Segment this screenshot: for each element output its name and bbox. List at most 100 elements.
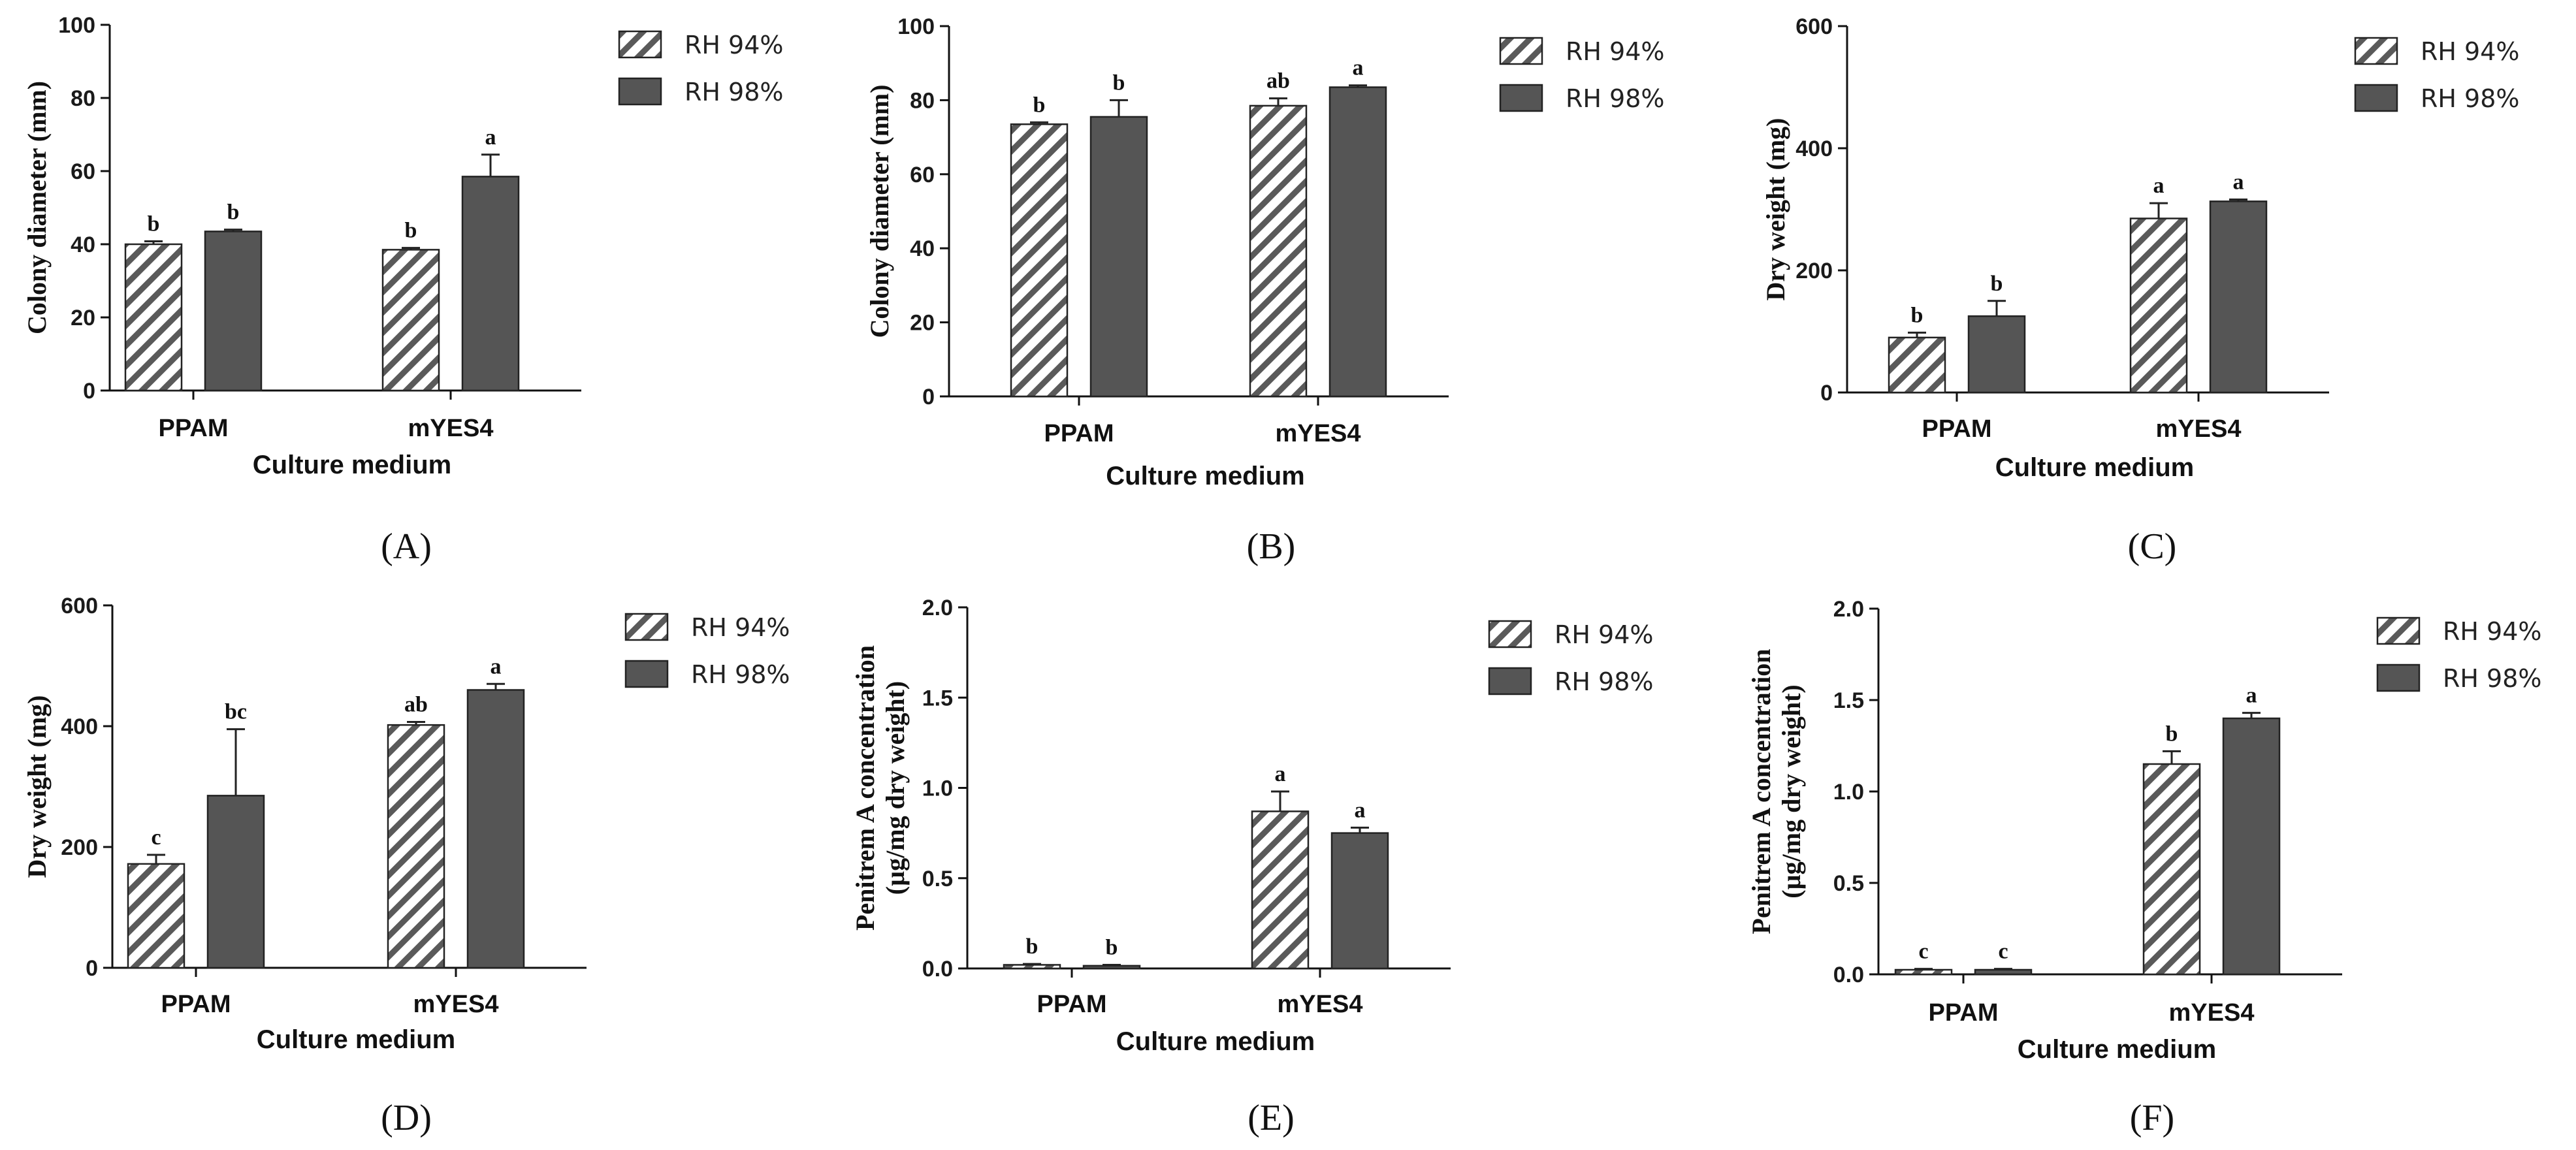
y-tick-label: 200 [61,835,98,860]
significance-letter: a [2233,170,2244,195]
y-tick-label: 100 [897,14,935,39]
y-axis-label: Penitrem A concentration(µg/mg dry weigh… [850,645,910,931]
bar-rh94 [2142,763,2201,976]
significance-letter: b [1113,71,1125,95]
significance-letter: a [1355,798,1366,822]
legend: RH 94% RH 98% [2354,37,2520,113]
y-tick-label: 0 [83,379,95,404]
category-label: mYES4 [2169,999,2255,1027]
y-axis-label: Dry weight (mg) [1761,118,1790,301]
panel-label: (D) [381,1098,432,1138]
legend-swatch-rh94 [618,30,662,59]
y-tick-label: 60 [71,159,95,184]
y-tick-label: 0.5 [922,867,953,891]
y-tick-label: 2.0 [922,596,953,620]
bar-rh94 [387,724,445,969]
y-axis-label: Penitrem A concentration(µg/mg dry weigh… [1747,649,1806,934]
y-tick-label: 0 [86,956,98,981]
legend-swatch-rh98 [1488,667,1532,695]
y-tick-label: 1.0 [922,776,953,801]
category-label: PPAM [1037,991,1107,1018]
significance-letter: a [1275,762,1286,786]
bar-rh98 [1089,116,1148,398]
panel-label: (B) [1247,526,1296,567]
panel-label: (C) [2128,526,2177,567]
y-axis-label-line: Penitrem A concentration [850,645,880,931]
significance-letter: b [1106,935,1118,959]
chart-panel-f: 0.0 0.5 1.0 1.5 2.0 PPAM mYES4 Culture medium Pe… [1747,597,2542,1138]
significance-letter: a [2153,174,2165,198]
significance-letter: b [1026,934,1038,959]
y-axis-label-line: Dry weight (mg) [1761,118,1790,301]
y-tick-label: 40 [71,232,95,257]
y-tick-label: 400 [1795,136,1833,161]
x-axis-label: Culture medium [1995,453,2194,482]
y-tick-label: 20 [910,311,935,336]
legend-label: RH 94% [691,613,790,642]
legend-label: RH 94% [684,31,784,59]
y-tick-label: 0 [922,385,935,409]
legend-swatch-rh94 [624,613,669,641]
bar-rh98 [466,689,525,969]
y-axis-label-line: Penitrem A concentration [1747,649,1776,934]
bar-rh94 [1251,810,1310,970]
y-tick-label: 0.5 [1833,871,1864,896]
y-tick-label: 600 [1795,14,1833,39]
y-tick-label: 2.0 [1833,597,1864,622]
y-tick-label: 80 [71,86,95,111]
y-axis-label: Dry weight (mg) [22,695,52,878]
panel-label: (E) [1248,1098,1295,1138]
significance-letter: b [2166,722,2178,746]
y-axis-label: Colony diameter (mm) [865,84,894,338]
chart-panel-a: 0 20 40 60 80 100 PPAM mYES4 Culture medium Colon… [22,13,784,567]
legend-swatch-rh94 [2354,37,2398,65]
y-tick-label: 0 [1820,381,1833,406]
y-tick-label: 100 [58,13,95,38]
y-tick-label: 20 [71,306,95,330]
legend-label: RH 94% [2443,617,2542,646]
y-tick-label: 60 [910,163,935,187]
significance-letter: b [148,212,160,236]
legend: RH 94% RH 98% [2376,616,2542,693]
y-axis-label-line: (µg/mg dry weight) [880,681,910,895]
bar-rh98 [1967,315,2026,394]
bar-rh94 [2129,217,2188,394]
y-tick-label: 1.0 [1833,780,1864,805]
legend-swatch-rh94 [1488,620,1532,648]
legend-label: RH 94% [1554,620,1654,649]
legend-label: RH 94% [1566,37,1665,66]
y-tick-label: 1.5 [1833,688,1864,713]
y-tick-label: 200 [1795,259,1833,283]
bar-rh98 [1330,832,1389,970]
bar-rh94 [1888,336,1946,394]
y-tick-label: 80 [910,88,935,113]
legend-label: RH 98% [2443,664,2542,693]
y-axis-label-line: Dry weight (mg) [22,695,52,878]
bar-rh94 [1894,968,1953,976]
chart-panel-e: 0.0 0.5 1.0 1.5 2.0 PPAM mYES4 Culture medium Pe… [850,596,1654,1138]
bar-rh98 [2209,200,2268,394]
legend-swatch-rh94 [2376,616,2421,645]
legend-label: RH 98% [684,78,784,106]
bar-rh94 [127,863,185,969]
significance-letter: ab [1266,69,1290,93]
significance-letter: a [2246,684,2257,708]
y-tick-label: 0.0 [922,957,953,982]
significance-letter: bc [225,700,247,724]
legend: RH 94% RH 98% [1488,620,1654,696]
significance-letter: c [1918,940,1928,964]
significance-letter: b [405,219,417,243]
legend-swatch-rh98 [1499,84,1543,112]
significance-letter: a [1353,56,1364,80]
legend-swatch-rh94 [1499,37,1543,65]
legend-swatch-rh98 [618,77,662,106]
panel-label: (A) [381,526,432,567]
bar-rh98 [1082,965,1141,970]
significance-letter: c [151,825,161,850]
bar-rh98 [204,231,263,392]
legend-label: RH 94% [2421,37,2520,66]
category-label: PPAM [1044,420,1114,447]
y-axis-label-line: Colony diameter (mm) [22,81,52,334]
bar-rh94 [1010,123,1069,398]
